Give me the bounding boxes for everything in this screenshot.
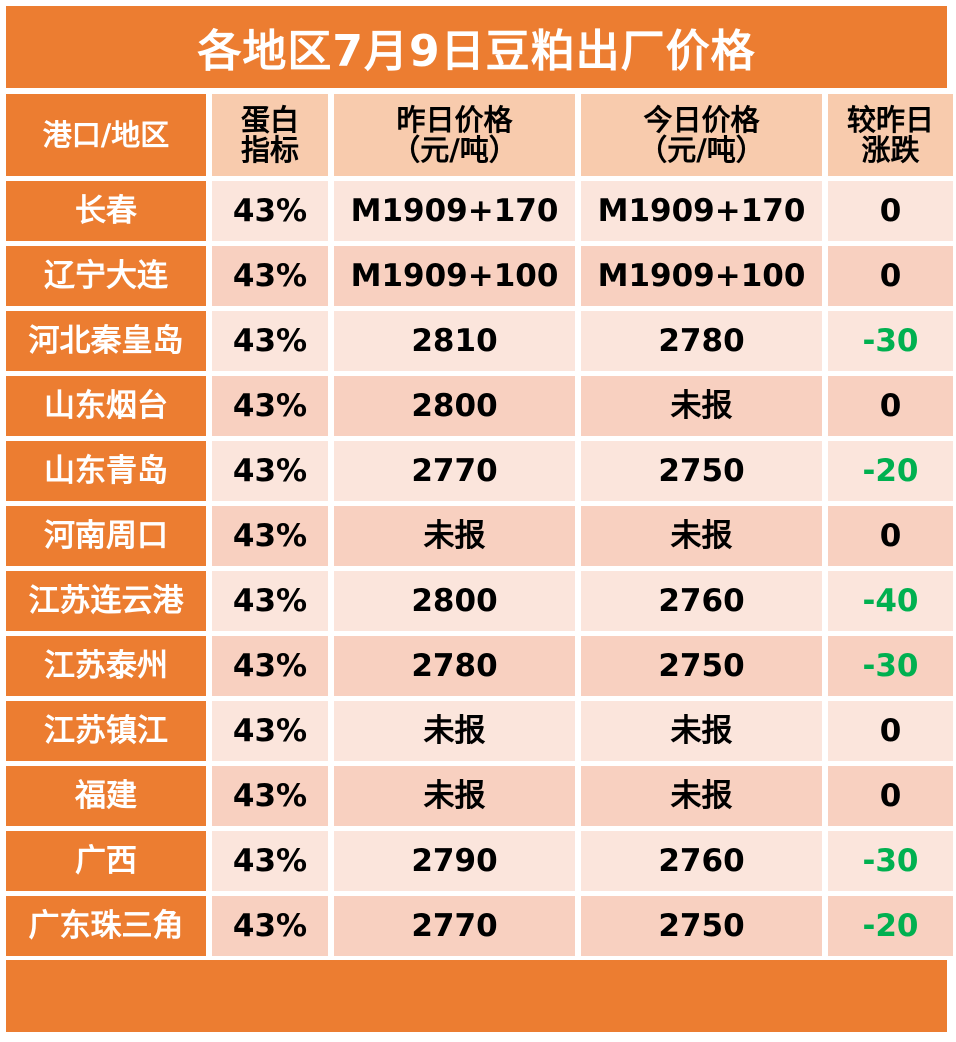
- protein-cell: 43%: [212, 246, 328, 306]
- change-cell: 0: [828, 246, 953, 306]
- today-price-cell: 未报: [581, 766, 822, 826]
- yesterday-price-cell: 2800: [334, 571, 575, 631]
- today-price-cell: 2750: [581, 636, 822, 696]
- header-yesterday-line2: （元/吨）: [391, 133, 518, 167]
- header-change: 较昨日 涨跌: [828, 94, 953, 176]
- yesterday-price-cell: M1909+170: [334, 181, 575, 241]
- header-today-line2: （元/吨）: [638, 133, 765, 167]
- today-price-cell: 未报: [581, 506, 822, 566]
- change-cell: 0: [828, 181, 953, 241]
- protein-cell: 43%: [212, 831, 328, 891]
- today-price-cell: M1909+170: [581, 181, 822, 241]
- today-price-cell: 2750: [581, 896, 822, 956]
- change-cell: -30: [828, 831, 953, 891]
- region-cell: 福建: [6, 766, 206, 826]
- today-price-cell: 2760: [581, 831, 822, 891]
- protein-cell: 43%: [212, 441, 328, 501]
- header-today-price: 今日价格 （元/吨）: [581, 94, 822, 176]
- yesterday-price-cell: M1909+100: [334, 246, 575, 306]
- today-price-cell: 2750: [581, 441, 822, 501]
- yesterday-price-cell: 2790: [334, 831, 575, 891]
- region-cell: 广东珠三角: [6, 896, 206, 956]
- header-protein-line2: 指标: [240, 133, 299, 167]
- today-price-cell: 未报: [581, 701, 822, 761]
- region-cell: 河北秦皇岛: [6, 311, 206, 371]
- protein-cell: 43%: [212, 506, 328, 566]
- price-table: 港口/地区 蛋白 指标 昨日价格 （元/吨） 今日价格 （元/吨） 较昨日 涨跌…: [6, 94, 953, 956]
- yesterday-price-cell: 未报: [334, 701, 575, 761]
- yesterday-price-cell: 2800: [334, 376, 575, 436]
- protein-cell: 43%: [212, 376, 328, 436]
- today-price-cell: 2760: [581, 571, 822, 631]
- region-cell: 江苏泰州: [6, 636, 206, 696]
- change-cell: 0: [828, 766, 953, 826]
- header-change-line2: 涨跌: [861, 133, 920, 167]
- protein-cell: 43%: [212, 701, 328, 761]
- yesterday-price-cell: 2770: [334, 896, 575, 956]
- protein-cell: 43%: [212, 896, 328, 956]
- footer-bar: [6, 960, 947, 1032]
- protein-cell: 43%: [212, 766, 328, 826]
- protein-cell: 43%: [212, 636, 328, 696]
- protein-cell: 43%: [212, 181, 328, 241]
- yesterday-price-cell: 未报: [334, 766, 575, 826]
- yesterday-price-cell: 2810: [334, 311, 575, 371]
- region-cell: 长春: [6, 181, 206, 241]
- today-price-cell: M1909+100: [581, 246, 822, 306]
- header-region: 港口/地区: [6, 94, 206, 176]
- region-cell: 山东青岛: [6, 441, 206, 501]
- yesterday-price-cell: 2780: [334, 636, 575, 696]
- yesterday-price-cell: 未报: [334, 506, 575, 566]
- change-cell: 0: [828, 701, 953, 761]
- region-cell: 河南周口: [6, 506, 206, 566]
- region-cell: 辽宁大连: [6, 246, 206, 306]
- region-cell: 山东烟台: [6, 376, 206, 436]
- header-protein: 蛋白 指标: [212, 94, 328, 176]
- header-protein-line1: 蛋白: [240, 102, 299, 137]
- change-cell: 0: [828, 376, 953, 436]
- change-cell: -30: [828, 311, 953, 371]
- header-change-line1: 较昨日: [846, 102, 934, 137]
- change-cell: -40: [828, 571, 953, 631]
- header-today-line1: 今日价格: [643, 102, 760, 137]
- page-title: 各地区7月9日豆粕出厂价格: [6, 6, 947, 88]
- change-cell: -30: [828, 636, 953, 696]
- header-yesterday-price: 昨日价格 （元/吨）: [334, 94, 575, 176]
- today-price-cell: 2780: [581, 311, 822, 371]
- protein-cell: 43%: [212, 571, 328, 631]
- region-cell: 广西: [6, 831, 206, 891]
- header-yesterday-line1: 昨日价格: [396, 102, 513, 137]
- yesterday-price-cell: 2770: [334, 441, 575, 501]
- change-cell: -20: [828, 896, 953, 956]
- today-price-cell: 未报: [581, 376, 822, 436]
- protein-cell: 43%: [212, 311, 328, 371]
- region-cell: 江苏镇江: [6, 701, 206, 761]
- change-cell: 0: [828, 506, 953, 566]
- change-cell: -20: [828, 441, 953, 501]
- region-cell: 江苏连云港: [6, 571, 206, 631]
